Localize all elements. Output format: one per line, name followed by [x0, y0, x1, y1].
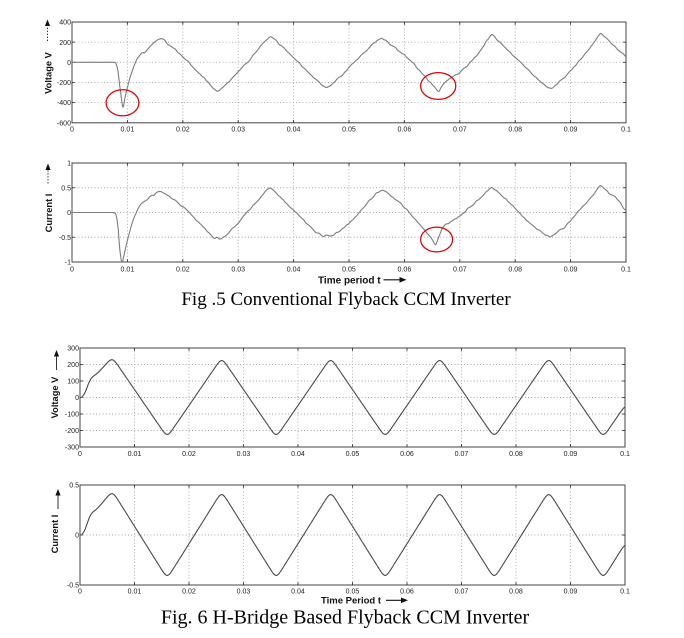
svg-text:0.03: 0.03: [237, 451, 251, 458]
svg-text:100: 100: [67, 379, 79, 386]
svg-text:0.02: 0.02: [182, 451, 196, 458]
svg-text:200: 200: [67, 362, 79, 369]
svg-text:0: 0: [70, 127, 74, 134]
svg-text:0: 0: [70, 267, 74, 274]
svg-text:0.08: 0.08: [508, 267, 522, 274]
svg-text:Time Period t: Time Period t: [321, 596, 382, 607]
svg-text:0.06: 0.06: [398, 267, 412, 274]
svg-text:400: 400: [59, 20, 71, 27]
svg-text:-300: -300: [65, 445, 79, 452]
svg-text:0.03: 0.03: [231, 127, 245, 134]
svg-text:1: 1: [67, 161, 71, 168]
svg-text:0.07: 0.07: [453, 127, 467, 134]
svg-text:-200: -200: [65, 428, 79, 435]
svg-text:0.03: 0.03: [237, 589, 251, 596]
svg-text:-600: -600: [57, 120, 71, 127]
svg-text:0.01: 0.01: [128, 451, 142, 458]
svg-text:300: 300: [67, 346, 79, 353]
svg-text:0.05: 0.05: [342, 127, 356, 134]
svg-text:0.09: 0.09: [564, 589, 578, 596]
svg-text:0: 0: [75, 395, 79, 402]
svg-text:-400: -400: [57, 100, 71, 107]
svg-text:Voltage V: Voltage V: [44, 51, 54, 93]
svg-text:0.02: 0.02: [176, 127, 190, 134]
svg-text:0.09: 0.09: [564, 267, 578, 274]
svg-text:0.09: 0.09: [564, 127, 578, 134]
svg-text:Time period t: Time period t: [318, 276, 381, 287]
svg-text:0: 0: [67, 210, 71, 217]
svg-text:0.06: 0.06: [400, 589, 414, 596]
svg-text:0.5: 0.5: [61, 185, 71, 192]
svg-text:0.06: 0.06: [398, 127, 412, 134]
svg-text:0.07: 0.07: [455, 451, 469, 458]
svg-text:0.04: 0.04: [287, 127, 301, 134]
svg-text:0.04: 0.04: [287, 267, 301, 274]
svg-text:0.08: 0.08: [509, 589, 523, 596]
svg-text:200: 200: [59, 40, 71, 47]
svg-text:0.09: 0.09: [564, 451, 578, 458]
svg-text:0.08: 0.08: [508, 127, 522, 134]
svg-text:-0.5: -0.5: [67, 583, 79, 590]
svg-text:0.02: 0.02: [182, 589, 196, 596]
svg-text:0.08: 0.08: [509, 451, 523, 458]
svg-text:0.05: 0.05: [346, 589, 360, 596]
svg-text:Fig. 6 H-Bridge Based Flyback: Fig. 6 H-Bridge Based Flyback CCM Invert…: [161, 607, 530, 629]
svg-text:-0.5: -0.5: [59, 235, 71, 242]
svg-text:0.02: 0.02: [176, 267, 190, 274]
svg-text:0.1: 0.1: [621, 127, 631, 134]
svg-text:0.05: 0.05: [346, 451, 360, 458]
svg-text:0.04: 0.04: [291, 451, 305, 458]
svg-text:0.1: 0.1: [621, 267, 631, 274]
svg-text:0.06: 0.06: [400, 451, 414, 458]
svg-text:0.03: 0.03: [231, 267, 245, 274]
svg-text:-100: -100: [65, 412, 79, 419]
svg-text:0: 0: [75, 533, 79, 540]
svg-text:0.01: 0.01: [128, 589, 142, 596]
svg-text:0.04: 0.04: [291, 589, 305, 596]
svg-text:Fig .5 Conventional Flyback CC: Fig .5 Conventional Flyback CCM Inverter: [181, 289, 511, 310]
svg-text:-1: -1: [65, 260, 71, 267]
svg-text:0.1: 0.1: [620, 451, 630, 458]
svg-text:Current I: Current I: [44, 194, 54, 233]
svg-text:0.07: 0.07: [455, 589, 469, 596]
svg-text:0.01: 0.01: [121, 267, 135, 274]
svg-text:Voltage V: Voltage V: [50, 376, 60, 418]
svg-text:Current I: Current I: [50, 515, 60, 554]
svg-text:0: 0: [67, 60, 71, 67]
svg-text:0: 0: [78, 451, 82, 458]
svg-text:0.5: 0.5: [69, 483, 79, 490]
svg-text:0.05: 0.05: [342, 267, 356, 274]
svg-text:0: 0: [78, 589, 82, 596]
svg-text:0.07: 0.07: [453, 267, 467, 274]
svg-text:0.01: 0.01: [121, 127, 135, 134]
svg-text:-200: -200: [57, 80, 71, 87]
svg-text:0.1: 0.1: [620, 589, 630, 596]
